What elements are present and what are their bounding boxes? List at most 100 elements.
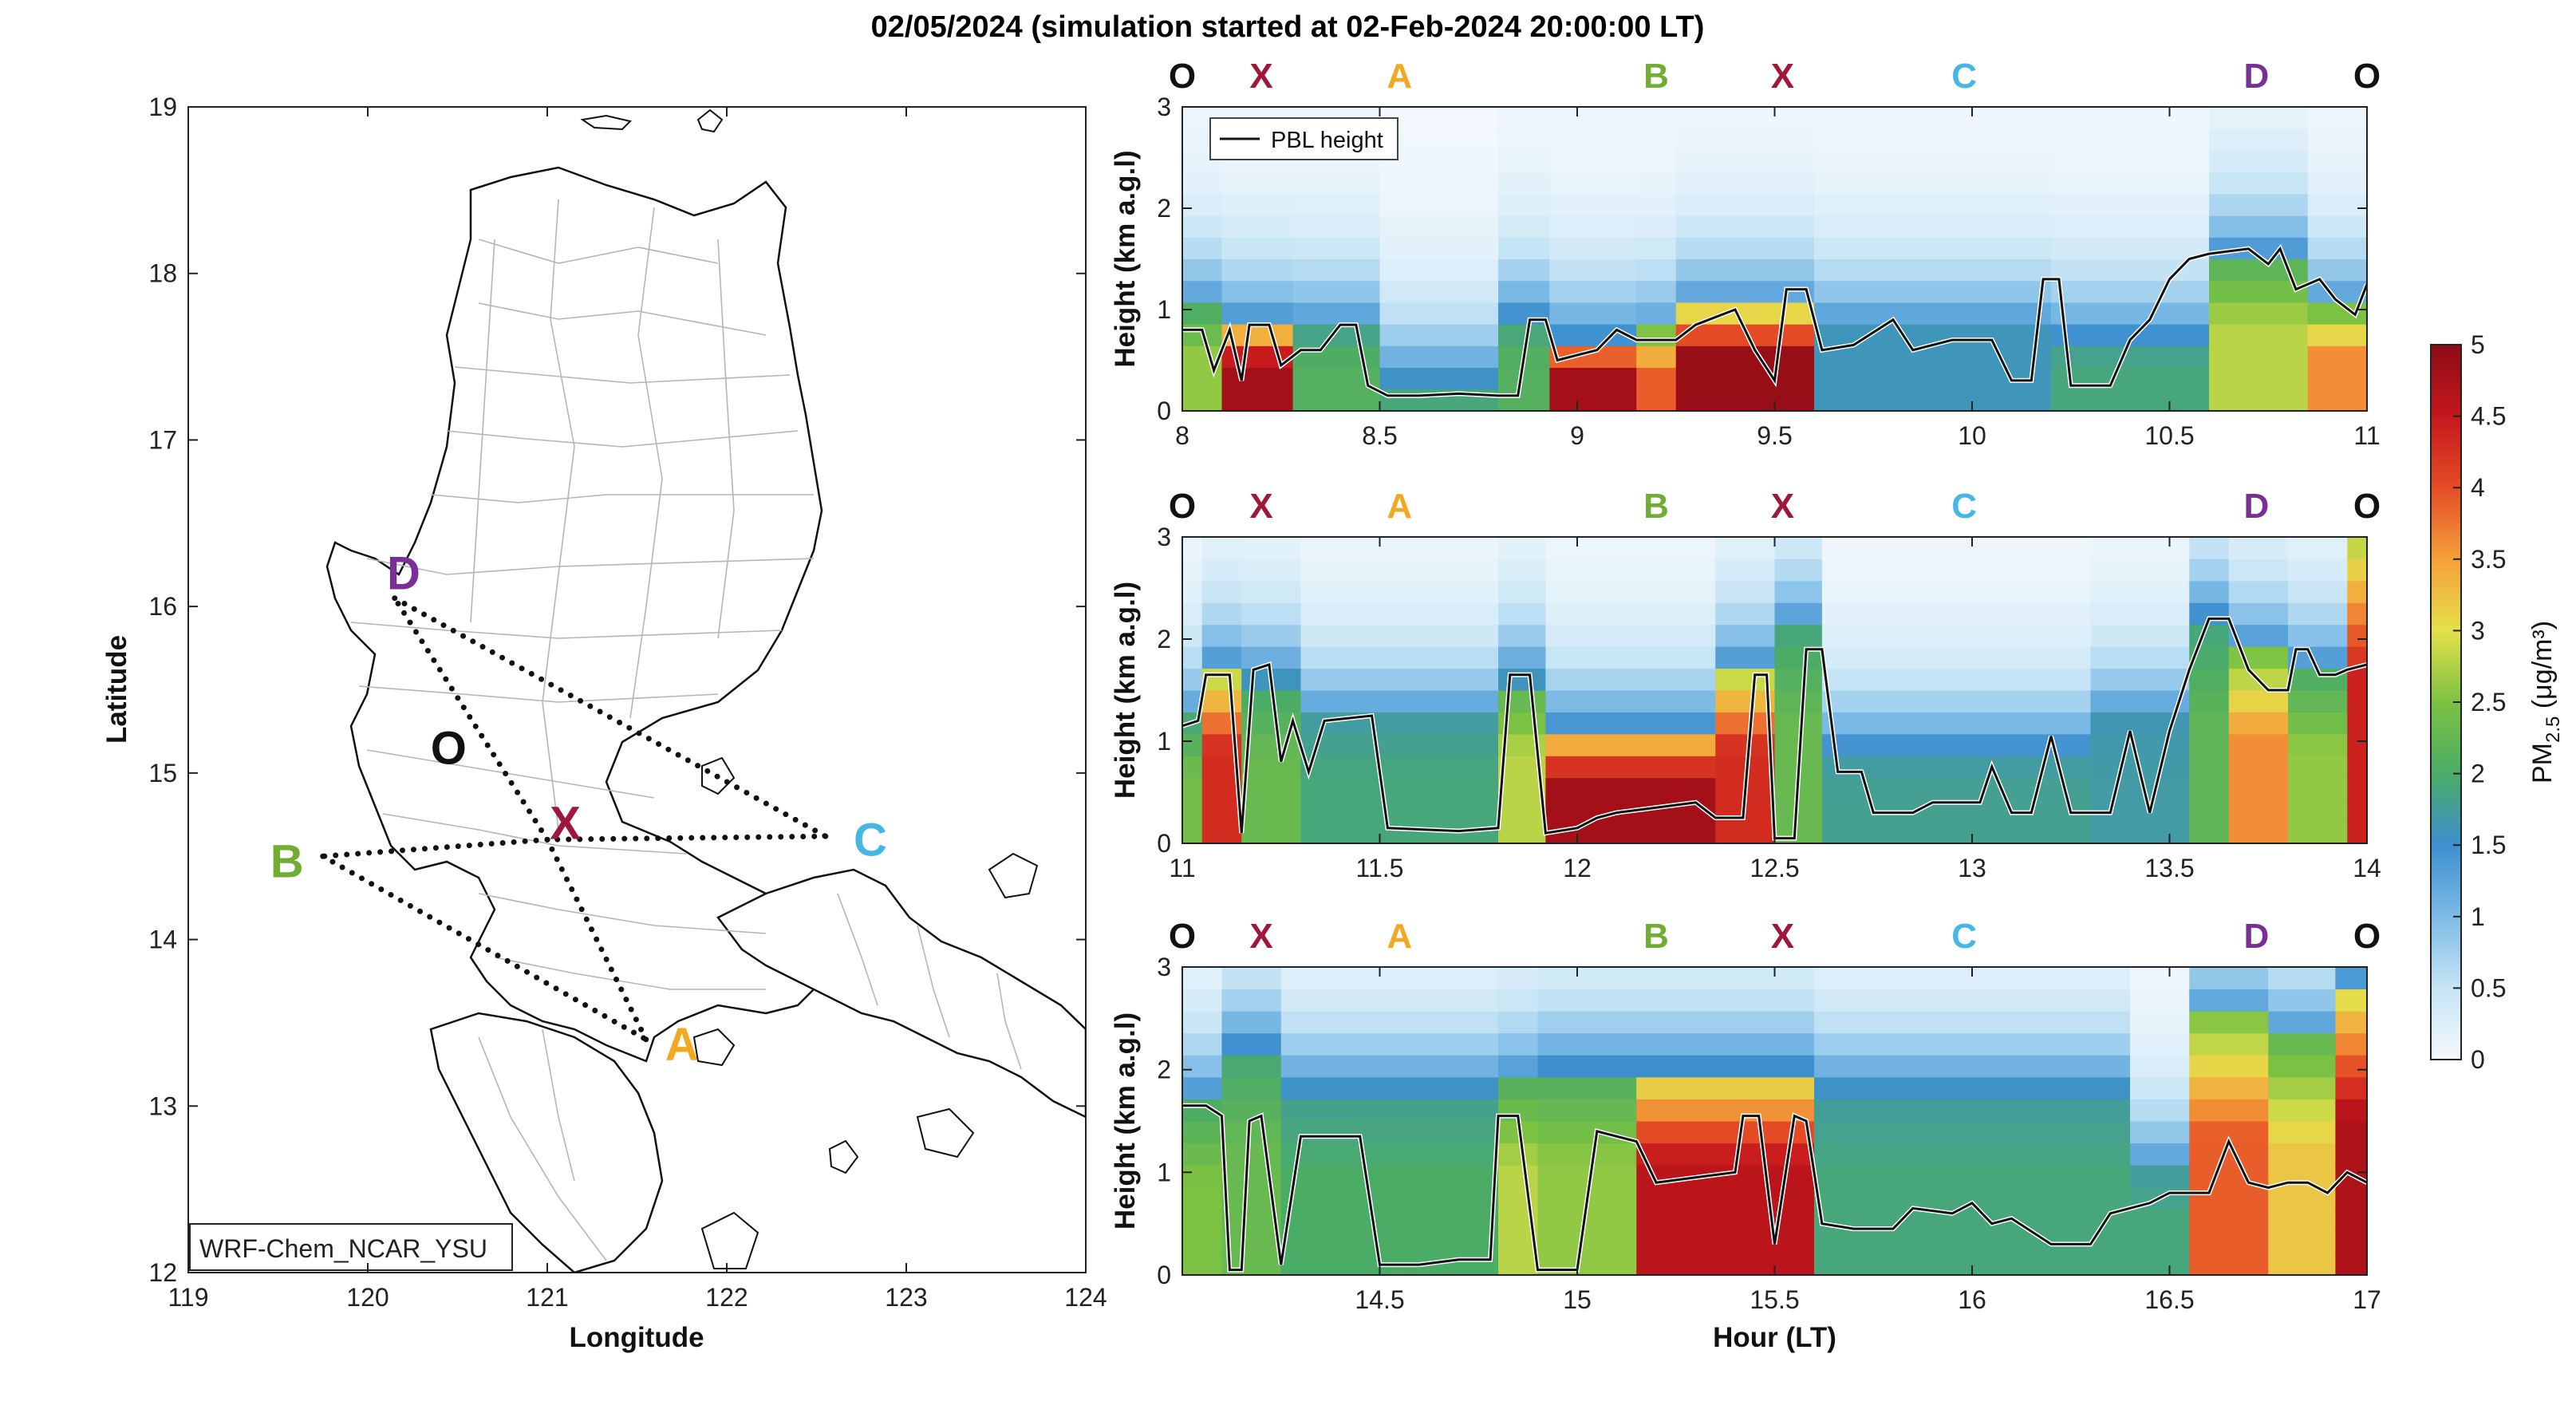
marinduque-outline [692, 1028, 736, 1067]
map-y-tick-label: 14 [148, 926, 177, 954]
colorbar-tick-label: 1 [2471, 902, 2485, 931]
heatmap-cell [1182, 302, 1222, 325]
heatmap-cell [1292, 215, 1380, 238]
heatmap-cell [1201, 558, 1242, 582]
heatmap-cell [2347, 558, 2367, 582]
map-x-tick-label: 121 [526, 1283, 568, 1312]
location-marker-o: O [1169, 487, 1196, 526]
colorbar-tick-label: 0 [2471, 1045, 2485, 1074]
y-tick-label: 0 [1157, 397, 1171, 425]
heatmap-cell [1201, 668, 1242, 691]
heatmap-cell [1300, 646, 1499, 669]
heatmap-cell [1280, 1032, 1499, 1056]
colorbar: 00.511.522.533.544.55 PM2.5 (μg/m³) [2430, 330, 2564, 1074]
heatmap-cell [1300, 602, 1499, 626]
heatmap-cell [1545, 602, 1716, 626]
heatmap-cell [1182, 733, 1203, 756]
heatmap-cell [1280, 1099, 1499, 1122]
heatmap-cell [1636, 1143, 1815, 1166]
colorbar-label: PM2.5 (μg/m³) [2527, 621, 2564, 783]
heatmap-cell [2347, 537, 2367, 559]
heatmap-cell [1498, 150, 1550, 173]
heatmap-cell [1636, 1186, 1815, 1210]
heatmap-cell [2209, 128, 2309, 151]
heatmap-cell [1549, 237, 1637, 259]
babuyan-outline [696, 109, 724, 133]
route-segment [544, 833, 829, 843]
heatmap-cell [1241, 756, 1301, 779]
heatmap-cell [1814, 280, 2052, 303]
heatmap-cell [2288, 624, 2348, 647]
heatmap-cell [2090, 646, 2190, 669]
heatmap-cell [1221, 1121, 1282, 1144]
colorbar-tick-label: 0.5 [2471, 973, 2506, 1002]
x-tick-label: 15 [1563, 1285, 1592, 1314]
heatmap-cell [2335, 989, 2367, 1012]
heatmap-cell [1280, 1165, 1499, 1188]
heatmap-cell [2347, 756, 2367, 779]
y-axis-label: Height (km a.g.l) [1110, 1012, 1141, 1229]
heatmap-cell [2130, 1253, 2190, 1275]
heatmap-cell [2130, 1230, 2190, 1253]
heatmap-cell [1545, 712, 1716, 735]
heatmap-cell [1545, 756, 1716, 779]
route-segment [320, 836, 550, 859]
map-panel: D O X B C A WRF-Chem_NCAR_YSU 119 120 121 122 123… [101, 93, 1107, 1353]
x-tick-label: 13 [1958, 854, 1986, 882]
heatmap-cell [1182, 280, 1222, 303]
model-label: WRF-Chem_NCAR_YSU [199, 1234, 487, 1263]
heatmap-cell [2051, 345, 2210, 369]
colorbar-tick-label: 4 [2471, 473, 2485, 502]
heatmap-cell [2347, 821, 2367, 843]
y-tick-label: 1 [1157, 295, 1171, 324]
heatmap-cell [1241, 602, 1301, 626]
map-point-c: C [854, 814, 887, 866]
location-marker-o: O [1169, 917, 1196, 956]
heatmap-cell [1498, 1143, 1538, 1166]
heatmap-cell [2268, 1076, 2336, 1099]
map-y-tick-label: 19 [148, 93, 177, 121]
heatmap-cell [1545, 690, 1716, 712]
heatmap-cell [1636, 237, 1677, 259]
heatmap-cell [1774, 602, 1823, 626]
catanduanes-outline [988, 852, 1039, 899]
heatmap-cell [1300, 580, 1499, 603]
location-marker-d: D [2244, 917, 2270, 956]
heatmap-cell [1814, 150, 2052, 173]
heatmap-cell [1636, 967, 1815, 990]
heatmap-cell [1774, 537, 1823, 559]
y-tick-label: 2 [1157, 194, 1171, 223]
heatmap-cell [1636, 128, 1677, 151]
heatmap-cell [1292, 259, 1380, 282]
colorbar-label-unit: (μg/m³) [2527, 621, 2558, 716]
heatmap-cell [1221, 280, 1294, 303]
map-x-ticks: 119 120 121 122 123 124 [168, 107, 1107, 1312]
heatmap-cell [1498, 580, 1546, 603]
heatmap-cells [1182, 537, 2367, 843]
luzon-outline [325, 166, 823, 1063]
heatmap-cell [1182, 389, 1222, 411]
location-marker-o: O [1169, 57, 1196, 96]
heatmap-cell [1498, 668, 1546, 691]
heatmap-cell [1814, 1121, 2131, 1144]
heatmap-cell [1280, 1209, 1499, 1232]
heatmap-cell [2307, 237, 2367, 259]
map-y-tick-label: 15 [148, 759, 177, 787]
heatmap-cell [1821, 602, 2091, 626]
heatmap-cell [1636, 1121, 1815, 1144]
heatmap-cell [1182, 259, 1222, 282]
x-tick-label: 14 [2353, 854, 2381, 882]
heatmap-cell [1498, 1011, 1538, 1034]
heatmap-cell [2347, 799, 2367, 823]
heatmap-cell [2090, 537, 2190, 559]
y-tick-label: 1 [1157, 1158, 1171, 1186]
heatmap-cell [1300, 624, 1499, 647]
map-x-tick-label: 122 [705, 1283, 748, 1312]
heatmap-cell [2189, 1011, 2269, 1034]
heatmap-cell [2288, 799, 2348, 823]
heatmap-cell [2051, 237, 2210, 259]
heatmap-cell [2209, 302, 2309, 325]
heatmap-cell [1498, 1076, 1538, 1099]
x-tick-label: 17 [2353, 1285, 2381, 1314]
